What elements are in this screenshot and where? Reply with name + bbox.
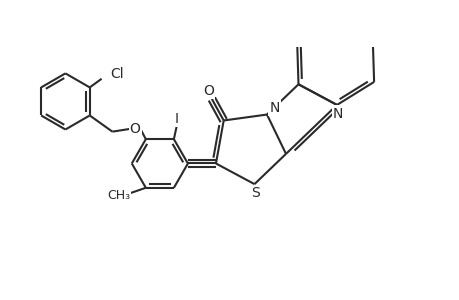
Text: I: I — [175, 112, 179, 126]
Text: O: O — [111, 189, 122, 203]
Text: S: S — [251, 186, 259, 200]
Text: O: O — [129, 122, 140, 136]
Text: O: O — [203, 84, 213, 98]
Text: N: N — [269, 101, 279, 115]
Text: Cl: Cl — [110, 67, 123, 81]
Text: CH₃: CH₃ — [107, 189, 130, 203]
Text: N: N — [332, 106, 342, 121]
